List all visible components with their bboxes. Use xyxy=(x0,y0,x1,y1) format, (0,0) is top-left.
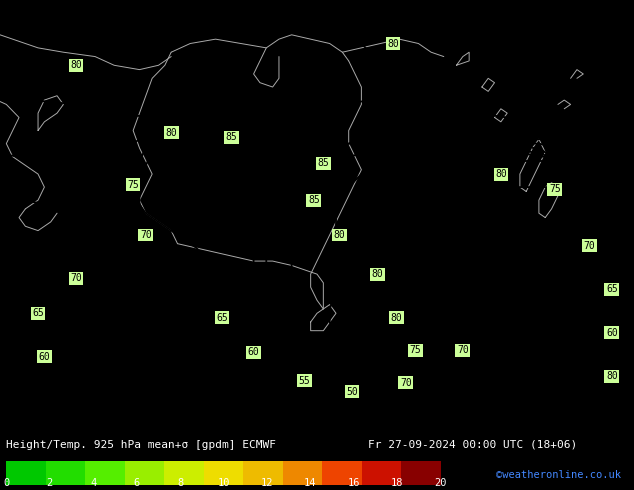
Text: Fr 27-09-2024 00:00 UTC (18+06): Fr 27-09-2024 00:00 UTC (18+06) xyxy=(368,440,577,449)
Text: 80: 80 xyxy=(165,128,177,138)
Bar xyxy=(164,462,204,485)
Text: 0: 0 xyxy=(3,478,10,488)
Bar xyxy=(243,462,283,485)
Text: 10: 10 xyxy=(217,478,230,488)
Text: 85: 85 xyxy=(226,132,237,142)
Text: 4: 4 xyxy=(90,478,96,488)
Bar xyxy=(46,462,86,485)
Text: 65: 65 xyxy=(216,313,228,322)
Text: Height/Temp. 925 hPa mean+σ [gpdm] ECMWF: Height/Temp. 925 hPa mean+σ [gpdm] ECMWF xyxy=(6,440,276,449)
Text: 50: 50 xyxy=(346,387,358,396)
Bar xyxy=(401,462,441,485)
Bar xyxy=(6,462,46,485)
Text: 6: 6 xyxy=(134,478,139,488)
Text: 85: 85 xyxy=(308,195,320,205)
Text: 20: 20 xyxy=(434,478,447,488)
Text: 16: 16 xyxy=(347,478,360,488)
Text: 55: 55 xyxy=(299,376,310,386)
Bar xyxy=(283,462,322,485)
Text: 18: 18 xyxy=(391,478,403,488)
Text: 70: 70 xyxy=(584,241,595,251)
Text: 2: 2 xyxy=(47,478,53,488)
Text: 70: 70 xyxy=(457,345,469,355)
Text: 70: 70 xyxy=(70,273,82,284)
Text: 80: 80 xyxy=(333,230,345,240)
Bar xyxy=(361,462,401,485)
Text: ©weatheronline.co.uk: ©weatheronline.co.uk xyxy=(496,469,621,480)
Text: 70: 70 xyxy=(400,378,411,388)
Text: 70: 70 xyxy=(140,230,152,240)
Bar xyxy=(322,462,361,485)
Text: 80: 80 xyxy=(495,169,507,179)
Text: 75: 75 xyxy=(127,180,139,190)
Text: 65: 65 xyxy=(32,308,44,318)
Text: 8: 8 xyxy=(177,478,183,488)
Text: 80: 80 xyxy=(372,269,383,279)
Text: 60: 60 xyxy=(606,328,618,338)
Text: 80: 80 xyxy=(391,313,402,322)
Bar xyxy=(86,462,125,485)
Text: 60: 60 xyxy=(39,352,50,362)
Text: 12: 12 xyxy=(261,478,273,488)
Text: 80: 80 xyxy=(70,60,82,70)
Text: 85: 85 xyxy=(318,158,329,168)
Text: 80: 80 xyxy=(606,371,618,381)
Text: 75: 75 xyxy=(410,345,421,355)
Text: 80: 80 xyxy=(387,39,399,49)
Bar xyxy=(125,462,164,485)
Text: 60: 60 xyxy=(248,347,259,357)
Text: 75: 75 xyxy=(549,184,560,194)
Text: 65: 65 xyxy=(606,284,618,294)
Text: 14: 14 xyxy=(304,478,316,488)
Bar xyxy=(204,462,243,485)
